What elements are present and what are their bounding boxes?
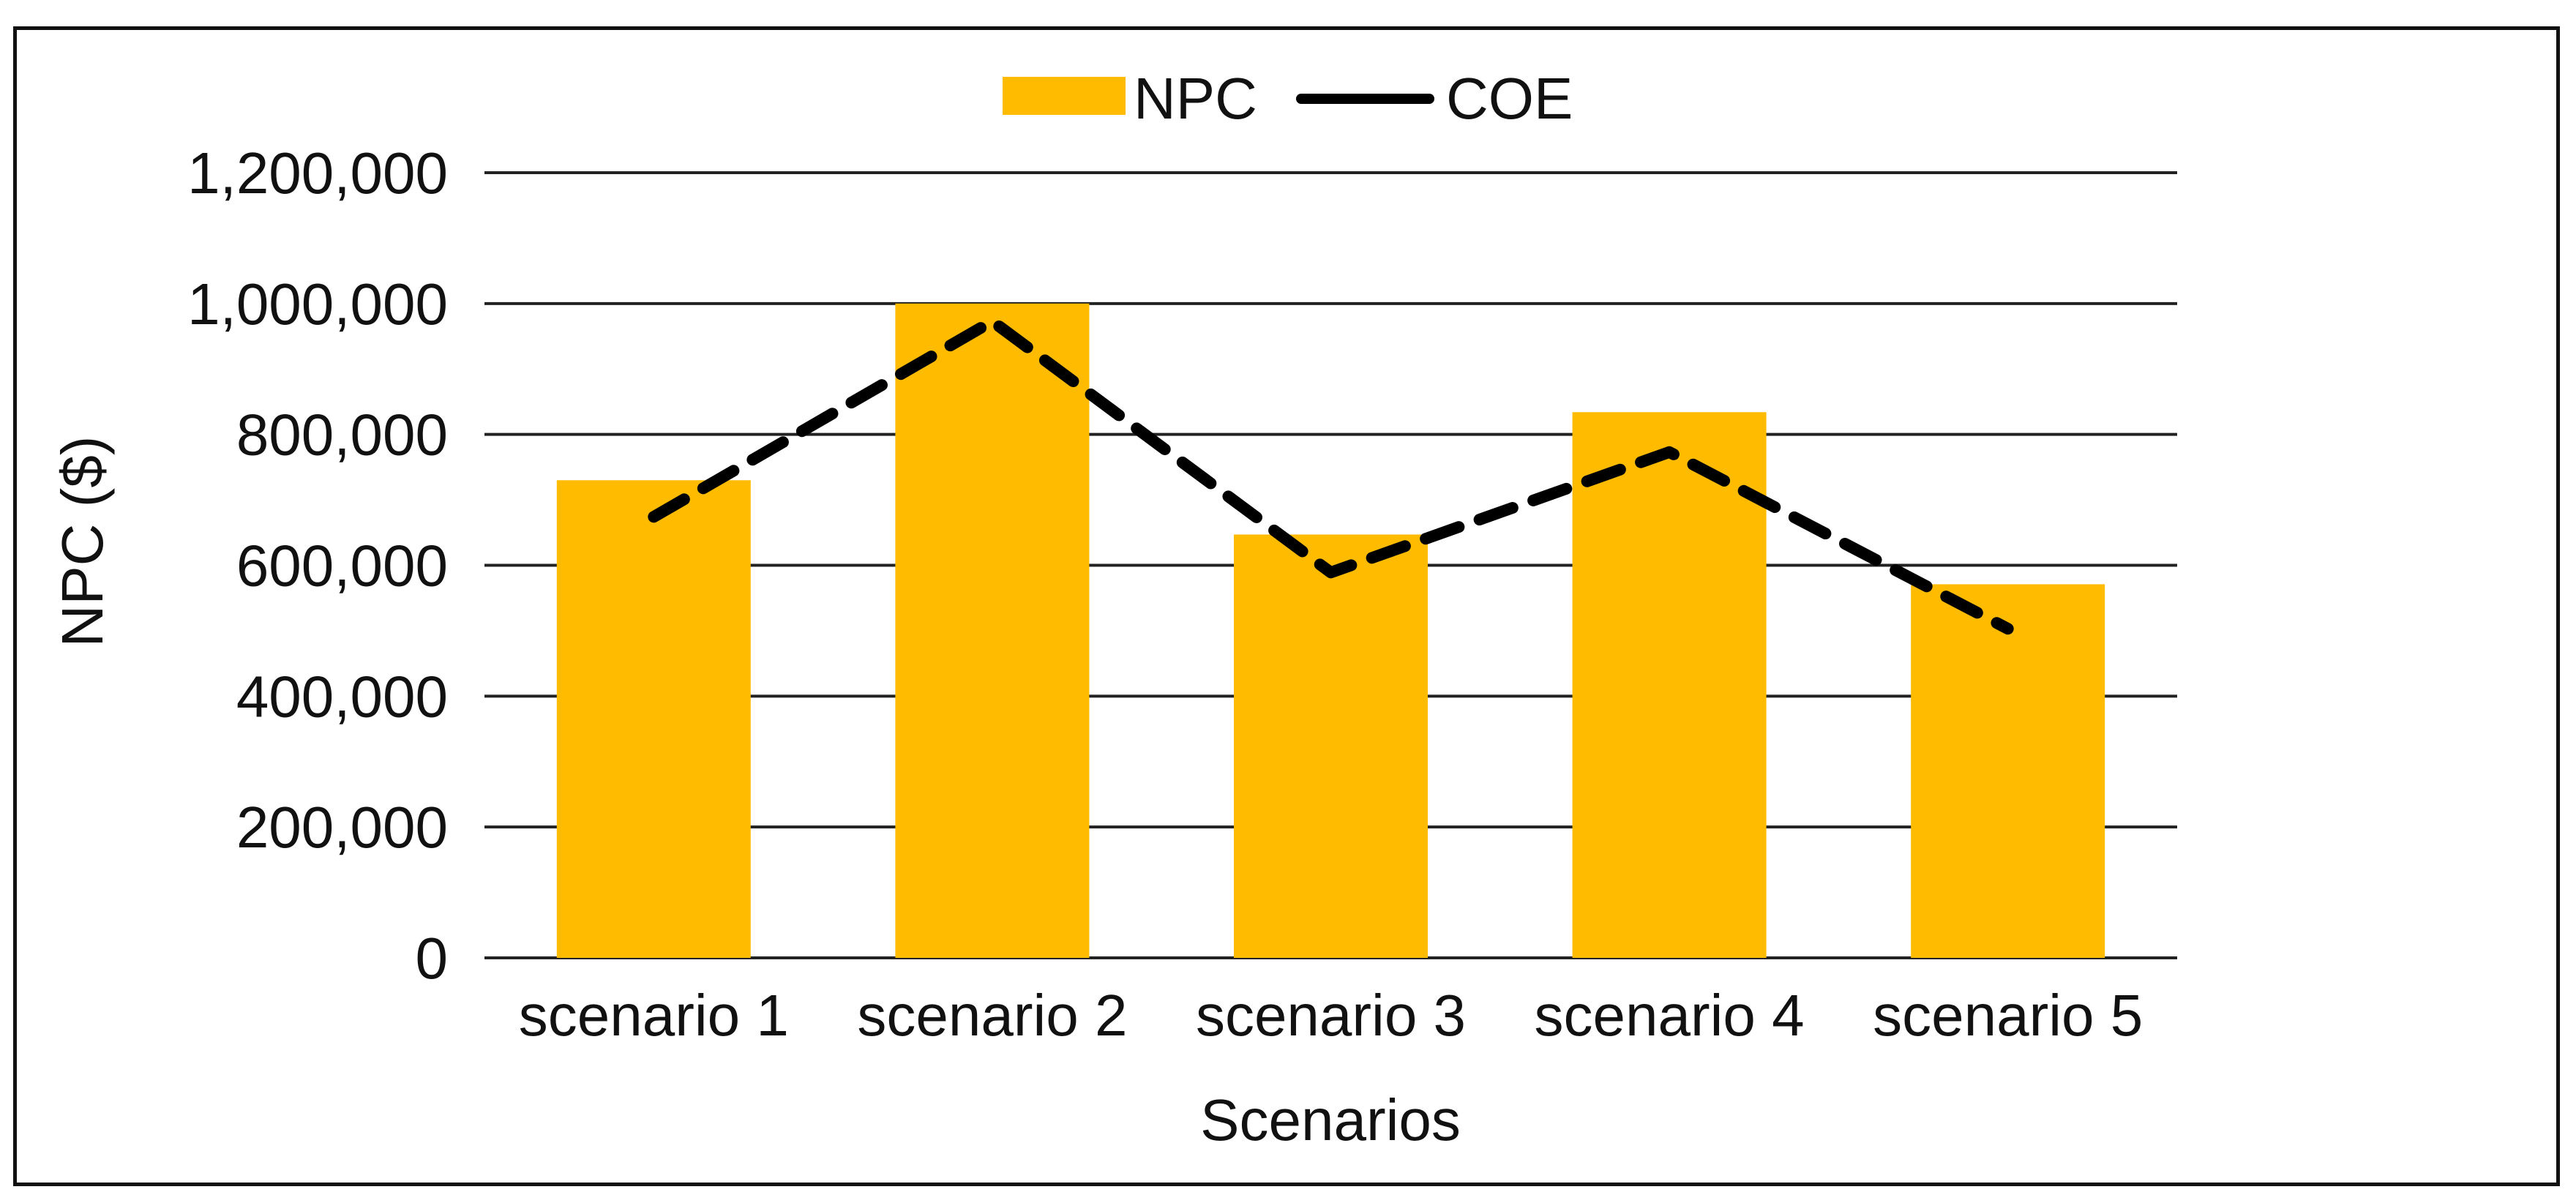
y-tick-label: 600,000 — [236, 533, 448, 599]
x-tick-label: scenario 1 — [519, 983, 789, 1048]
legend: NPC COE — [1003, 66, 1573, 131]
chart-frame — [13, 26, 2560, 1186]
y-tick-label: 200,000 — [236, 795, 448, 860]
bar-npc — [556, 480, 751, 958]
y-tick-label: 800,000 — [236, 402, 448, 468]
y-axis-label: NPC ($) — [50, 436, 115, 648]
y-tick-label: 1,200,000 — [187, 140, 448, 206]
x-tick-label: scenario 2 — [857, 983, 1127, 1048]
legend-npc-label: NPC — [1134, 66, 1257, 131]
x-tick-label: scenario 3 — [1196, 983, 1466, 1048]
x-tick-label: scenario 4 — [1535, 983, 1805, 1048]
y-tick-label: 1,000,000 — [187, 271, 448, 337]
y-tick-label: 400,000 — [236, 664, 448, 729]
legend-npc-swatch — [1003, 77, 1126, 115]
y-tick-label: 0 — [416, 926, 449, 991]
bar-npc — [1911, 584, 2105, 958]
bar-npc — [1234, 534, 1428, 958]
bar-npc — [895, 303, 1090, 958]
line-coe — [648, 315, 2014, 635]
bar-npc — [1572, 412, 1767, 958]
legend-coe-label: COE — [1446, 66, 1573, 131]
x-axis-label: Scenarios — [1200, 1087, 1461, 1153]
x-tick-label: scenario 5 — [1873, 983, 2143, 1048]
